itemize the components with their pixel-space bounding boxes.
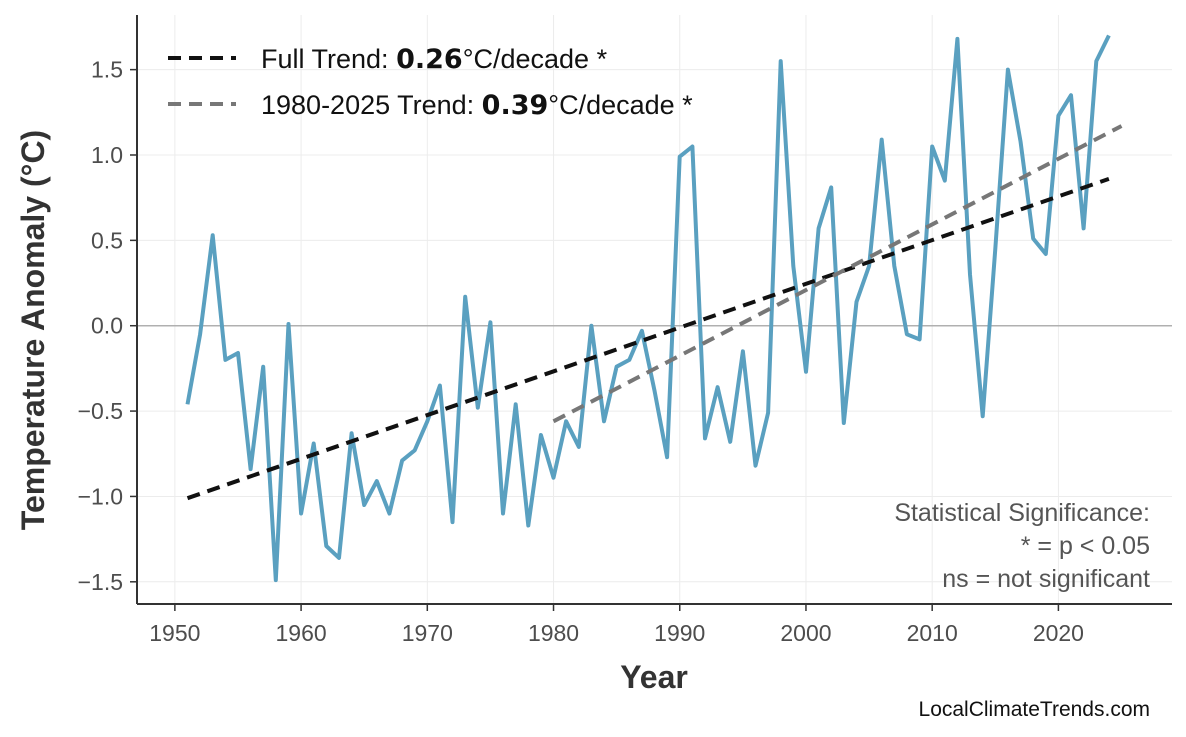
legend-recent-trend-label: 1980-2025 Trend: 0.39°C/decade * <box>261 90 693 121</box>
legend-recent-prefix: 1980-2025 Trend: <box>261 90 482 120</box>
x-tick-label: 2010 <box>907 620 958 646</box>
legend-full-trend-label: Full Trend: 0.26°C/decade * <box>261 44 608 75</box>
recent-trend-line <box>552 124 1123 424</box>
x-tick-label: 1980 <box>528 620 579 646</box>
legend-full-prefix: Full Trend: <box>261 44 396 74</box>
x-tick-label: 2020 <box>1033 620 1084 646</box>
y-tick-label: 0.0 <box>91 313 123 339</box>
legend: Full Trend: 0.26°C/decade * 1980-2025 Tr… <box>168 44 693 121</box>
x-tick-label: 1960 <box>275 620 326 646</box>
y-tick-label: −0.5 <box>78 398 123 424</box>
x-tick-label: 1990 <box>654 620 705 646</box>
y-tick-label: 0.5 <box>91 227 123 253</box>
x-axis-label: Year <box>620 659 688 695</box>
y-tick-label: 1.5 <box>91 57 123 83</box>
legend-full-rate: 0.26 <box>396 44 463 75</box>
y-axis-label: Temperature Anomaly (°C) <box>15 130 51 530</box>
y-tick-label: −1.5 <box>78 569 123 595</box>
legend-recent-suffix: °C/decade * <box>548 90 693 120</box>
legend-recent-rate: 0.39 <box>482 90 549 121</box>
x-tick-label: 1950 <box>149 620 200 646</box>
full-trend-line <box>186 177 1110 501</box>
significance-ns: ns = not significant <box>942 565 1150 593</box>
temperature-anomaly-line <box>185 34 1111 583</box>
significance-star: * = p < 0.05 <box>1021 532 1150 560</box>
y-tick-label: 1.0 <box>91 142 123 168</box>
y-tick-label: −1.0 <box>78 483 123 509</box>
x-tick-label: 1970 <box>402 620 453 646</box>
x-tick-label: 2000 <box>780 620 831 646</box>
legend-full-suffix: °C/decade * <box>463 44 608 74</box>
significance-title: Statistical Significance: <box>894 499 1150 527</box>
site-credit: LocalClimateTrends.com <box>919 698 1150 721</box>
